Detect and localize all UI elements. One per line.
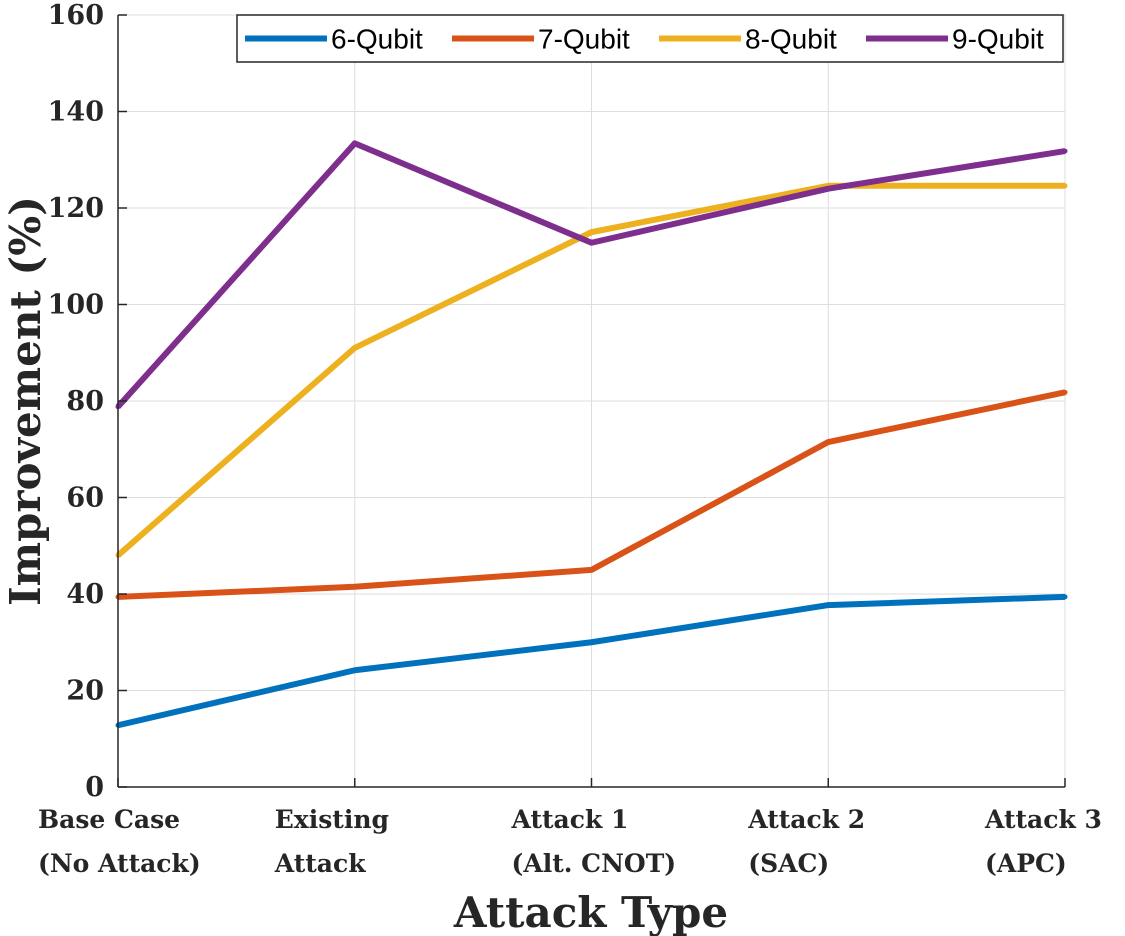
legend-label-9-qubit: 9-Qubit xyxy=(952,24,1044,55)
data-point-7-qubit xyxy=(589,567,594,573)
x-axis-title: Attack Type xyxy=(453,888,728,936)
data-point-6-qubit xyxy=(352,667,358,673)
series-group xyxy=(115,140,1068,729)
y-tick-label: 0 xyxy=(85,772,104,803)
x-tick-label: (No Attack) xyxy=(38,849,201,878)
data-point-9-qubit xyxy=(1062,148,1068,154)
data-point-6-qubit xyxy=(589,639,594,645)
legend-label-8-qubit: 8-Qubit xyxy=(745,24,837,55)
axes xyxy=(117,14,1066,788)
y-tick-label: 160 xyxy=(48,0,104,31)
y-tick-label: 120 xyxy=(48,193,104,224)
x-tick-label: Attack 2 xyxy=(747,805,865,834)
y-tick-label: 100 xyxy=(48,290,104,321)
y-tick-label: 80 xyxy=(66,386,104,417)
data-point-7-qubit xyxy=(352,584,358,590)
data-point-6-qubit xyxy=(1062,594,1068,600)
x-tick-label: (SAC) xyxy=(748,849,829,878)
x-tick-label: Existing xyxy=(275,805,389,834)
x-tick-label: Attack 3 xyxy=(984,805,1102,834)
legend-label-6-qubit: 6-Qubit xyxy=(331,24,423,55)
grid-lines xyxy=(118,14,1066,787)
y-tick-labels: 0 20 40 60 80 100 120 140 160 xyxy=(48,0,104,803)
data-point-8-qubit xyxy=(1062,183,1068,189)
x-tick-labels: Base Case (No Attack) Existing Attack Attack… xyxy=(38,805,1102,878)
x-tick-label: Attack 1 xyxy=(511,805,629,834)
y-tick-label: 40 xyxy=(66,579,104,610)
data-point-9-qubit xyxy=(825,186,831,192)
x-tick-label: Attack xyxy=(274,849,366,878)
legend: 6-Qubit 7-Qubit 8-Qubit 9-Qubit xyxy=(236,14,1064,63)
data-point-9-qubit xyxy=(352,140,358,146)
data-point-7-qubit xyxy=(825,439,831,445)
legend-label-7-qubit: 7-Qubit xyxy=(538,24,630,55)
x-tick-label: Base Case xyxy=(38,805,180,834)
x-tick-label: (Alt. CNOT) xyxy=(512,849,677,878)
data-point-7-qubit xyxy=(1062,389,1068,395)
data-point-6-qubit xyxy=(825,602,831,608)
y-tick-label: 60 xyxy=(66,483,104,514)
x-tick-label: (APC) xyxy=(985,849,1067,878)
data-point-8-qubit xyxy=(589,229,594,235)
y-tick-label: 20 xyxy=(66,676,104,707)
data-point-9-qubit xyxy=(589,240,594,246)
y-tick-label: 140 xyxy=(48,97,104,128)
data-point-8-qubit xyxy=(352,345,358,351)
y-axis-title: Improvement (%) xyxy=(1,196,50,606)
